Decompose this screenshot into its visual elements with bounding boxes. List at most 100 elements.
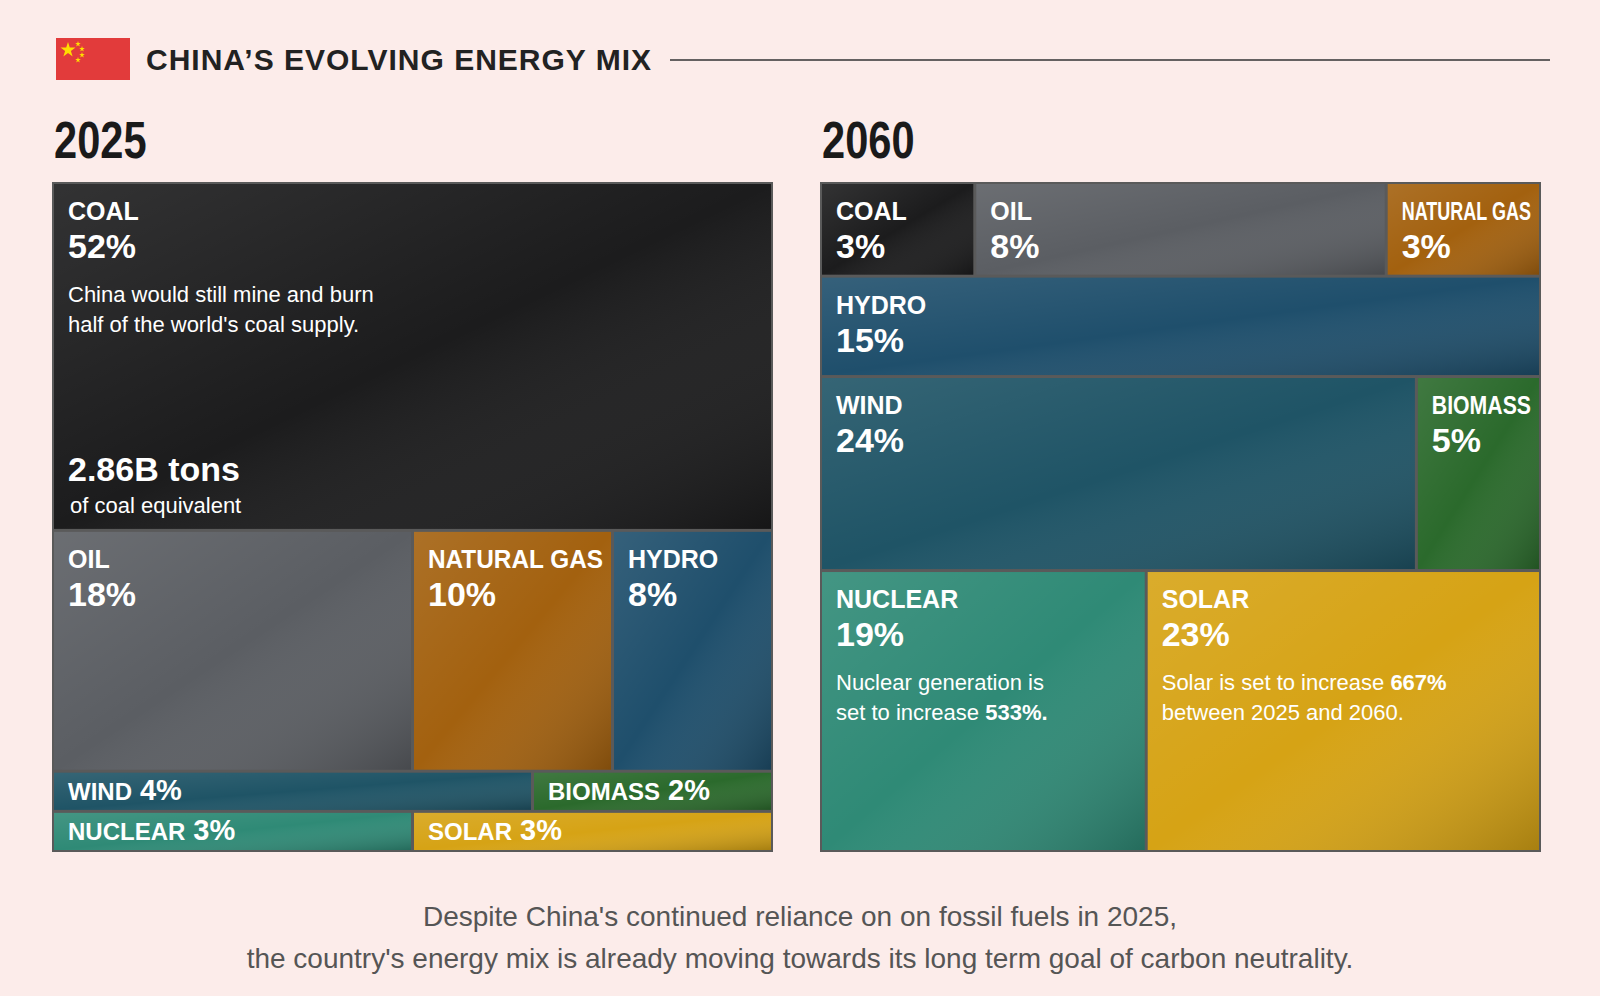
- cell: [822, 184, 973, 275]
- page: CHINA’S EVOLVING ENERGY MIX2025COAL52%OI…: [0, 0, 1600, 996]
- category-label: HYDRO: [628, 545, 718, 573]
- flag-star: [75, 41, 81, 46]
- value-label: 3%: [520, 814, 562, 846]
- panel-frame: [52, 182, 773, 852]
- category-label: BIOMASS: [1432, 391, 1531, 419]
- cell: [614, 532, 771, 770]
- value-label: 15%: [836, 321, 904, 359]
- panel-title: 2025: [54, 111, 147, 169]
- category-label: NATURAL GAS: [1402, 197, 1531, 225]
- cells: [54, 184, 771, 850]
- value-label: 24%: [836, 421, 904, 459]
- annotation: set to increase 533%.: [836, 700, 1048, 725]
- value-label: 19%: [836, 615, 904, 653]
- value-label: 4%: [140, 774, 182, 806]
- annotation-part: set to increase: [836, 700, 985, 725]
- value-label: 5%: [1432, 421, 1481, 459]
- panel-frame: [820, 182, 1541, 852]
- cell-shade: [54, 813, 411, 850]
- stat-note: of coal equivalent: [70, 493, 241, 518]
- cell-shade: [54, 532, 411, 770]
- cell-label: WIND 4%: [68, 774, 182, 806]
- category-label: SOLAR: [428, 818, 512, 845]
- annotation: Nuclear generation is: [836, 670, 1044, 695]
- value-label: 8%: [628, 575, 677, 613]
- cells: [822, 184, 1539, 850]
- value-label: 23%: [1162, 615, 1230, 653]
- value-label: 3%: [1402, 227, 1451, 265]
- category-label: OIL: [68, 545, 110, 573]
- labels: COAL52% OIL18% NATURAL GAS10% HYDRO8% WIND 4%…: [68, 197, 718, 846]
- category-label: COAL: [836, 197, 907, 225]
- cell: [822, 572, 1145, 850]
- cell-shade: [54, 773, 531, 810]
- cell: [822, 378, 1415, 569]
- value-label: 3%: [836, 227, 885, 265]
- category-label: OIL: [990, 197, 1032, 225]
- value-label: 3%: [193, 814, 235, 846]
- cell-label: SOLAR 3%: [428, 814, 562, 846]
- cell: [54, 184, 771, 529]
- category-label: NATURAL GAS: [428, 545, 603, 573]
- annotation: between 2025 and 2060.: [1162, 700, 1404, 725]
- flag: [56, 38, 130, 80]
- cell-shade: [976, 184, 1384, 275]
- cell: [1418, 378, 1539, 569]
- value-label: 52%: [68, 227, 136, 265]
- cell: [1148, 572, 1539, 850]
- category-label: SOLAR: [1162, 585, 1250, 613]
- flag-field: [56, 38, 130, 80]
- annotation: Solar is set to increase 667%: [1162, 670, 1447, 695]
- annotation: half of the world's coal supply.: [68, 312, 359, 337]
- cell: [414, 813, 771, 850]
- cell-shade: [614, 532, 771, 770]
- cell-shade: [414, 813, 771, 850]
- cell: [534, 773, 771, 810]
- cell-shade: [1418, 378, 1539, 569]
- value-label: 2%: [668, 774, 710, 806]
- cell-shade: [822, 572, 1145, 850]
- cell-shade: [54, 184, 771, 529]
- flag-star: [79, 46, 85, 51]
- title-rule: [670, 59, 1550, 61]
- flag-star: [75, 57, 81, 62]
- flag-star: [60, 42, 75, 56]
- cell-shade: [1388, 184, 1539, 275]
- annotation-part: Solar is set to increase: [1162, 670, 1391, 695]
- cell-shade: [534, 773, 771, 810]
- category-label: HYDRO: [836, 291, 926, 319]
- category-label: COAL: [68, 197, 139, 225]
- cell-shade: [1148, 572, 1539, 850]
- cell: [1388, 184, 1539, 275]
- annotation-emphasis: 533%.: [985, 700, 1047, 725]
- flag-star: [79, 52, 85, 57]
- value-label: 8%: [990, 227, 1039, 265]
- value-label: 10%: [428, 575, 496, 613]
- cell: [976, 184, 1384, 275]
- title: CHINA’S EVOLVING ENERGY MIX: [146, 43, 652, 76]
- cell-shade: [822, 184, 973, 275]
- cell-label: BIOMASS 2%: [548, 774, 710, 806]
- cell-shade: [414, 532, 611, 770]
- cell: [54, 773, 531, 810]
- category-label: NUCLEAR: [836, 585, 958, 613]
- category-label: WIND: [836, 391, 903, 419]
- stat: 2.86B tons: [68, 450, 240, 488]
- cell-label: NUCLEAR 3%: [68, 814, 235, 846]
- caption: the country's energy mix is already movi…: [247, 943, 1354, 974]
- cell: [414, 532, 611, 770]
- panel-title: 2060: [822, 111, 915, 169]
- cell-shade: [822, 378, 1415, 569]
- cell: [54, 813, 411, 850]
- category-label: NUCLEAR: [68, 818, 185, 845]
- cell-shade: [822, 278, 1539, 375]
- category-label: WIND: [68, 778, 132, 805]
- annotation: China would still mine and burn: [68, 282, 374, 307]
- chart-svg: CHINA’S EVOLVING ENERGY MIX2025COAL52%OI…: [0, 0, 1600, 996]
- labels: COAL3%OIL8%NATURAL GAS3%HYDRO15%WIND24%B…: [836, 197, 1531, 725]
- value-label: 18%: [68, 575, 136, 613]
- cell: [822, 278, 1539, 375]
- caption: Despite China's continued reliance on on…: [423, 901, 1177, 932]
- annotation-emphasis: 667%: [1390, 670, 1446, 695]
- category-label: BIOMASS: [548, 778, 660, 805]
